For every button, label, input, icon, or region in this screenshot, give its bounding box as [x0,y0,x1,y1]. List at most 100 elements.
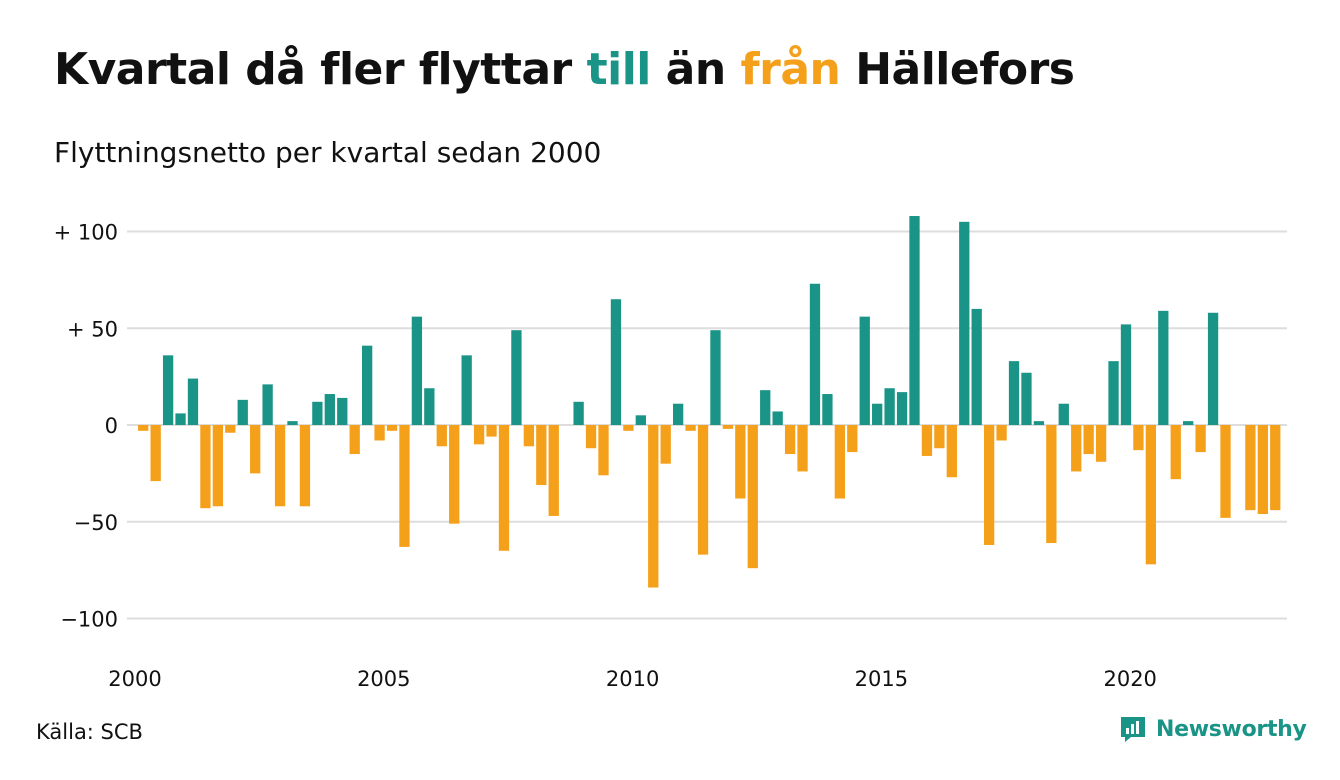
title-negative-word: från [740,44,841,95]
bar [399,425,410,547]
bar [1183,421,1194,425]
bar [262,384,273,425]
y-tick-label: + 100 [54,221,118,245]
y-tick-label: 0 [105,414,118,438]
bar [312,401,323,425]
bar [1120,324,1132,425]
bar [536,425,547,485]
title-part-3: Hällefors [840,44,1075,95]
title-positive-word: till [586,44,652,95]
bar [971,308,982,425]
bar [1095,425,1107,462]
bar [523,425,535,447]
y-tick-label: −50 [74,511,118,535]
bar [648,425,659,588]
title-part-2: än [650,44,741,95]
bar [623,425,634,431]
x-tick-label: 2010 [606,667,659,691]
bar [598,425,609,476]
bar [697,425,709,555]
bar [337,397,348,425]
bar [747,425,758,569]
bar [685,425,696,431]
brand-name: Newsworthy [1156,716,1307,742]
bar [287,421,298,425]
bar [225,425,236,433]
bar [859,316,870,425]
bar [1071,425,1082,472]
bar [1257,425,1268,515]
bar [386,425,398,431]
bar [175,413,186,425]
x-tick-label: 2020 [1103,667,1156,691]
bar [473,425,485,445]
bar [237,399,248,426]
bar [872,403,883,425]
bar [959,221,970,425]
bar [200,425,211,509]
bar [834,425,846,499]
bar [784,425,796,455]
bar [361,345,373,425]
bar [847,425,858,453]
bar [548,425,559,516]
bar [324,394,335,425]
bar [1083,425,1094,455]
bar [1145,425,1157,565]
bar [1108,361,1119,425]
bar [635,415,646,425]
bar [722,425,734,429]
bar [921,425,933,456]
bar [1270,425,1281,511]
bar [1207,312,1219,425]
chart-title: Kvartal då fler flyttar till än från Häl… [54,44,1075,95]
bar [909,216,920,425]
bar [449,425,460,524]
bar [1008,361,1020,425]
bar [760,390,771,425]
bar [983,425,995,545]
bar [486,425,497,437]
bar [411,316,423,425]
bar [1245,425,1256,511]
bar [274,425,286,507]
y-tick-label: + 50 [67,317,118,341]
bar [349,425,360,455]
y-tick-label: −100 [60,608,118,632]
bar [884,388,895,426]
bar [573,401,584,425]
bar [772,411,783,425]
bar [138,425,149,431]
bar [710,330,721,425]
bar [374,425,385,441]
x-tick-label: 2015 [855,667,908,691]
bar [946,425,957,478]
source-label: Källa: SCB [36,720,143,744]
bar [610,299,622,426]
bar [250,425,261,474]
bar [1033,421,1045,425]
bar [299,425,311,507]
bar [996,425,1007,441]
bar [1021,372,1032,425]
bar [187,378,199,425]
x-tick-label: 2005 [357,667,410,691]
bar [1220,425,1231,518]
bar [1195,425,1206,453]
chart-subtitle: Flyttningsnetto per kvartal sedan 2000 [54,136,602,169]
bar [797,425,808,472]
bar [672,403,684,425]
bar [1046,425,1057,544]
bar [436,425,447,447]
bar [585,425,597,449]
brand-logo: Newsworthy [1118,714,1307,744]
bar [212,425,224,507]
bar [660,425,671,464]
title-part-1: Kvartal då fler flyttar [54,44,587,95]
bar [1170,425,1181,480]
bar [162,355,174,425]
bar [461,355,472,425]
newsworthy-logo-icon [1121,717,1145,742]
bar [424,388,435,426]
